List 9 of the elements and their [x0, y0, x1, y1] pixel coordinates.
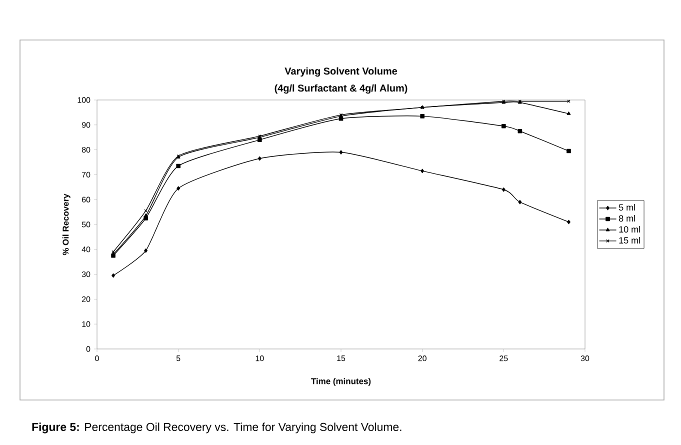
legend-label: 8 ml [618, 215, 635, 222]
chart-subtitle: (4g/l Surfactant & 4g/l Alum) [274, 84, 408, 94]
chart-title: Varying Solvent Volume [284, 67, 398, 77]
legend-label: 15 ml [619, 236, 640, 244]
legend-label: 5 ml [618, 204, 635, 211]
y-axis-title: % Oil Recovery [62, 194, 70, 256]
text: Figure 5: Percentage Oil Recovery vs. Time for Varying Solvent Volume. [32, 422, 402, 434]
legend-label: 10 ml [619, 226, 640, 233]
x-axis-title: Time (minutes) [311, 378, 371, 386]
